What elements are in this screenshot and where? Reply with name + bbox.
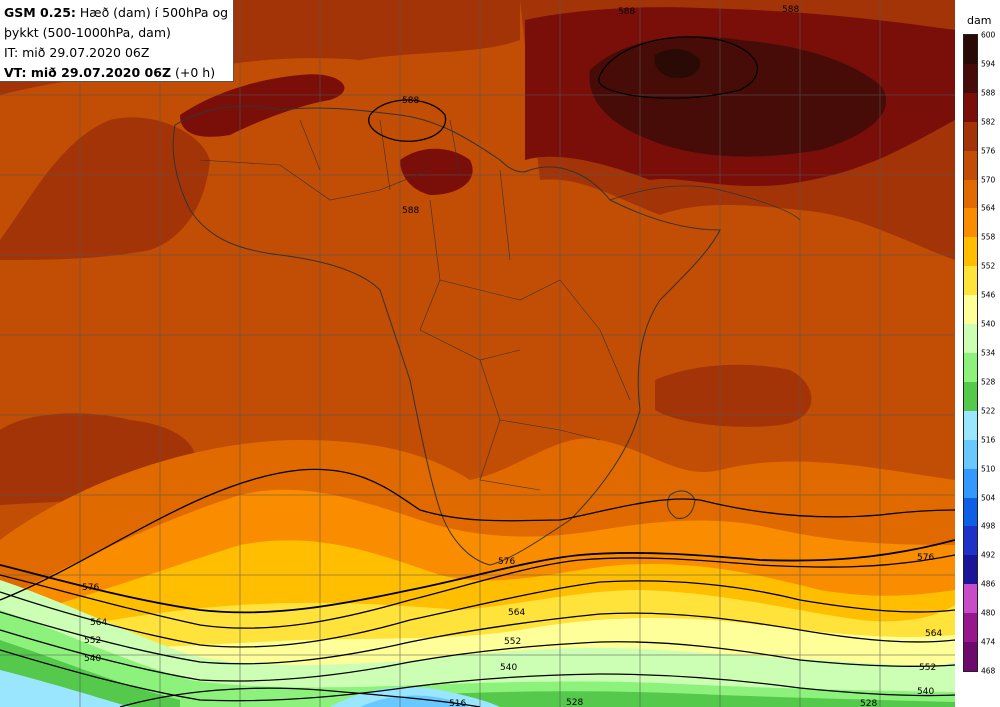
legend-color-segment <box>964 179 977 209</box>
country-borders <box>199 119 631 491</box>
legend-tick-label: 594 <box>981 59 996 69</box>
legend-tick-label: 516 <box>981 435 996 445</box>
africa-coastline <box>172 105 721 566</box>
contour-label: 576 <box>82 583 99 593</box>
contour-label: 552 <box>84 636 101 646</box>
legend-tick-label: 582 <box>981 117 996 127</box>
legend-color-segment <box>964 92 977 123</box>
height-contours <box>0 36 955 707</box>
legend-color-segment <box>964 266 977 296</box>
contour-label: 540 <box>84 654 101 664</box>
arabia-coastline <box>609 185 801 221</box>
thick-contour <box>0 539 955 614</box>
legend-color-segment <box>964 324 977 354</box>
legend-tick-label: 552 <box>981 261 996 271</box>
legend-color-segment <box>964 410 977 441</box>
fill-582-band-east-africa <box>655 364 812 427</box>
legend-color-segment <box>964 381 977 412</box>
contour-label: 552 <box>919 663 936 673</box>
contour-label: 588 <box>402 206 419 216</box>
legend-color-segment <box>964 295 977 325</box>
legend-tick-label: 588 <box>981 88 996 98</box>
contour-label: 564 <box>508 608 525 618</box>
legend-color-segment <box>964 150 977 181</box>
color-legend: dam 600 594 588 582 576 570 564 558 552 546 540 534… <box>955 0 1000 707</box>
contour-label-group: 588 588 588 588 576 576 576 564 564 564 … <box>82 5 942 707</box>
legend-tick-label: 522 <box>981 406 996 416</box>
legend-tick-label: 558 <box>981 232 996 242</box>
weather-map: 588 588 588 588 576 576 576 564 564 564 … <box>0 0 955 707</box>
legend-tick-label: 570 <box>981 175 996 185</box>
legend-tick-label: 540 <box>981 319 996 329</box>
legend-tick-label: 498 <box>981 521 996 531</box>
title-line-2: þykkt (500-1000hPa, dam) <box>4 25 171 40</box>
legend-color-bar <box>963 34 978 672</box>
fill-600-core <box>654 48 701 79</box>
legend-tick-label: 474 <box>981 637 996 647</box>
legend-color-segment <box>964 237 977 267</box>
legend-tick-label: 564 <box>981 203 996 213</box>
legend-color-segment <box>964 439 977 470</box>
fill-540-band <box>0 580 955 707</box>
contour-label: 588 <box>782 5 799 15</box>
legend-tick-label: 480 <box>981 608 996 618</box>
fill-588-band-west <box>180 74 345 137</box>
contour-label: 564 <box>925 629 942 639</box>
contour-label: 576 <box>917 553 934 563</box>
fill-588-band-sahara <box>400 148 473 195</box>
legend-tick-label: 510 <box>981 464 996 474</box>
legend-tick-label: 504 <box>981 493 996 503</box>
valid-time-row: VT: mið 29.07.2020 06Z (+0 h) <box>4 63 229 83</box>
contour-label: 588 <box>402 96 419 106</box>
contour-label: 552 <box>504 637 521 647</box>
legend-color-segment <box>964 35 977 65</box>
legend-tick-label: 546 <box>981 290 996 300</box>
contour-label: 564 <box>90 618 107 628</box>
map-canvas: 588 588 588 588 576 576 576 564 564 564 … <box>0 0 955 707</box>
title-row-1: GSM 0.25: Hæð (dam) í 500hPa og <box>4 3 229 23</box>
legend-color-segment <box>964 468 977 499</box>
legend-color-segment <box>964 497 977 527</box>
contour-label: 540 <box>917 687 934 697</box>
legend-tick-label: 492 <box>981 550 996 560</box>
initial-time: IT: mið 29.07.2020 06Z <box>4 45 150 60</box>
legend-color-segment <box>964 63 977 94</box>
fill-516-band <box>360 695 468 707</box>
valid-time: VT: mið 29.07.2020 06Z <box>4 65 172 80</box>
legend-color-segment <box>964 613 977 643</box>
legend-tick-label: 468 <box>981 666 996 676</box>
legend-color-segment <box>964 121 977 152</box>
legend-tick-label: 534 <box>981 348 996 358</box>
legend-tick-label: 486 <box>981 579 996 589</box>
fill-582-band-west-bulge <box>0 117 210 260</box>
contour-label: 528 <box>860 699 877 707</box>
contour-label: 576 <box>498 557 515 567</box>
legend-tick-label: 576 <box>981 146 996 156</box>
legend-color-segment <box>964 526 977 556</box>
fill-522-band <box>0 670 500 707</box>
map-info-box: GSM 0.25: Hæð (dam) í 500hPa og þykkt (5… <box>0 0 234 82</box>
title-line-1: Hæð (dam) í 500hPa og <box>79 5 229 20</box>
legend-unit: dam <box>967 14 992 27</box>
legend-tick-label: 600 <box>981 30 996 40</box>
madagascar-coastline <box>667 490 696 519</box>
legend-color-segment <box>964 584 977 614</box>
contour-label: 528 <box>566 698 583 707</box>
legend-color-segment <box>964 208 977 238</box>
model-name: GSM 0.25: <box>4 5 76 20</box>
legend-color-segment <box>964 555 977 585</box>
forecast-offset: (+0 h) <box>175 65 216 80</box>
contour-label: 540 <box>500 663 517 673</box>
legend-color-segment <box>964 353 977 383</box>
contour-label: 516 <box>449 699 466 707</box>
contour-label: 588 <box>618 7 635 17</box>
legend-color-segment <box>964 642 977 672</box>
legend-tick-label: 528 <box>981 377 996 387</box>
